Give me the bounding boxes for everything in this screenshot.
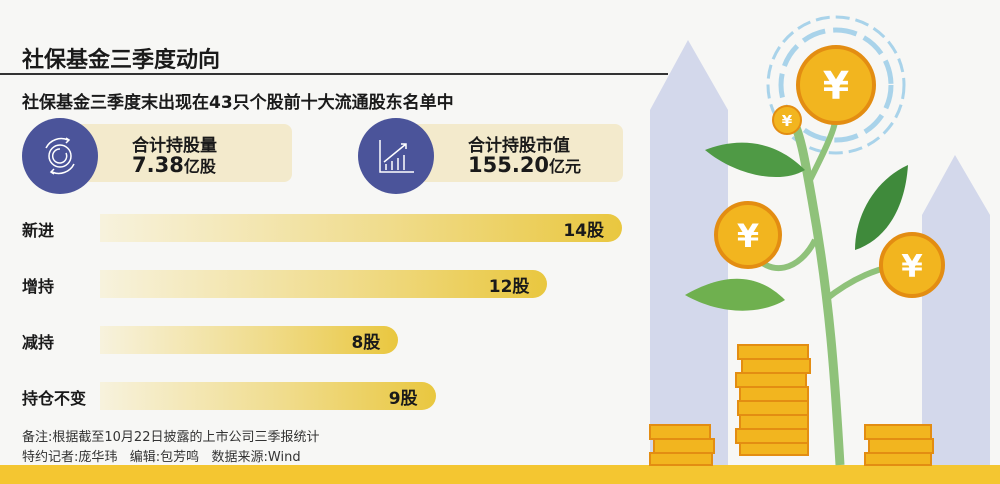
bar: 9股: [100, 382, 436, 410]
card-value: 155.20亿元: [468, 153, 581, 177]
svg-text:¥: ¥: [901, 249, 923, 285]
gear-cycle-icon: [22, 118, 98, 194]
category-label: 增持: [22, 277, 55, 296]
bar-value-label: 9股: [388, 388, 418, 409]
card-label: 合计持股量: [132, 136, 217, 156]
card-value: 7.38亿股: [132, 153, 216, 177]
page-title: 社保基金三季度动向: [22, 48, 221, 73]
svg-text:¥: ¥: [737, 217, 759, 255]
card-background: [62, 124, 292, 182]
category-label: 新进: [22, 221, 55, 240]
credits: 特约记者:庞华玮 编辑:包芳鸣 数据来源:Wind: [22, 450, 301, 465]
value-number: 7.38: [132, 153, 184, 177]
category-label: 减持: [22, 333, 55, 352]
bar-value-label: 12股: [488, 276, 530, 297]
coin-stacks: [649, 344, 934, 466]
subtitle: 社保基金三季度末出现在43只个股前十大流通股东名单中: [22, 93, 454, 113]
category-label: 持仓不变: [22, 389, 87, 408]
bar: 8股: [100, 326, 399, 354]
title-divider: [0, 73, 668, 75]
value-number: 155.20: [468, 153, 550, 177]
value-unit: 亿元: [549, 157, 582, 176]
card-background: [398, 124, 623, 182]
total-shares-card: 合计持股量 7.38亿股: [22, 118, 292, 194]
yuan-coin: ¥ ¥ ¥ ¥: [714, 45, 945, 298]
svg-text:¥: ¥: [823, 64, 849, 108]
bar: 12股: [100, 270, 548, 298]
total-value-card: 合计持股市值 155.20亿元: [358, 118, 628, 194]
svg-text:¥: ¥: [782, 112, 793, 130]
up-arrow-right: [922, 155, 990, 465]
growth-chart-icon: [358, 118, 434, 194]
up-arrow-left: [650, 40, 728, 465]
footnote: 备注:根据截至10月22日披露的上市公司三季报统计: [22, 430, 320, 445]
bar: 14股: [100, 214, 622, 242]
bottom-band: [0, 465, 1000, 484]
bar-value-label: 14股: [563, 220, 604, 241]
bar-value-label: 8股: [351, 332, 381, 353]
card-label: 合计持股市值: [468, 136, 570, 156]
value-unit: 亿股: [183, 157, 216, 176]
money-tree-illustration: ¥ ¥ ¥ ¥: [649, 15, 990, 466]
